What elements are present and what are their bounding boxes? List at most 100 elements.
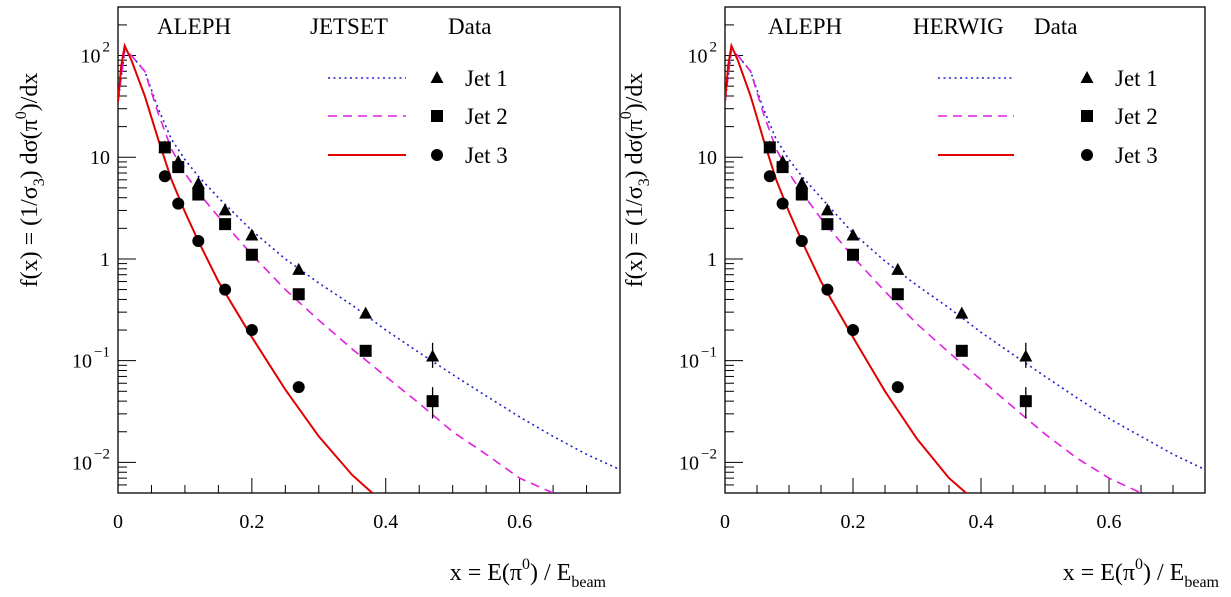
x-title-subscript: beam [571, 574, 606, 591]
jet-2-data-point [821, 218, 834, 231]
jet-3-data-point [219, 283, 232, 296]
jet-3-data-point [763, 170, 776, 183]
plot-frame [117, 6, 621, 494]
data-header-label: Data [1034, 14, 1077, 39]
y-tick-exponent: −1 [701, 345, 717, 361]
y-tick-base: 10 [90, 147, 110, 169]
y-tick-base: 10 [688, 46, 708, 68]
y-title-subscript: 3 [31, 178, 48, 186]
jet-2-data-point [891, 288, 904, 301]
data-header-label: Data [448, 14, 491, 39]
jet-2-data-point [426, 395, 439, 408]
y-tick-exponent: 2 [710, 40, 718, 56]
y-tick-label: 1 [707, 249, 717, 271]
jet-1-data-point [891, 262, 905, 275]
jet-1-data-point [820, 203, 834, 216]
jet-2-data-point [158, 141, 171, 154]
x-title-middle: ) / E [1143, 560, 1184, 586]
y-tick-label: 10 [90, 147, 110, 169]
x-title-superscript: 0 [1135, 556, 1143, 573]
x-tick-label: 0.4 [373, 511, 398, 533]
y-tick-label: 10 2 [81, 40, 111, 68]
y-title-part-b: ) dσ(π [17, 119, 43, 178]
legend-label-jet-2: Jet 2 [465, 104, 508, 129]
y-title-superscript: 0 [13, 111, 30, 119]
jet-3-data-point [172, 197, 185, 210]
y-tick-exponent: −2 [701, 446, 717, 462]
x-title-superscript: 0 [522, 556, 530, 573]
jet-1-data-point [292, 262, 306, 275]
y-title-part-c: )/dx [17, 73, 43, 112]
jet-3-data-point [847, 324, 859, 337]
jet-1-data-point [191, 176, 205, 189]
jet-2-data-point [219, 218, 232, 231]
jet-1-data-point [846, 228, 860, 241]
legend-label-jet-3: Jet 3 [465, 143, 508, 168]
x-title-subscript: beam [1184, 574, 1219, 591]
jet-2-data-point [776, 161, 789, 174]
jet-3-data-point [891, 381, 904, 394]
jet-2-data-point [292, 288, 305, 301]
jet-2-data-point [847, 248, 859, 261]
jet-3-data-point [821, 283, 834, 296]
y-axis-title: f(x) = (1/σ3) dσ(π0)/dx [13, 73, 48, 288]
model-curve-solid [725, 42, 968, 493]
model-curve-dashed [725, 47, 1142, 493]
legend-label-jet-1: Jet 1 [465, 66, 508, 91]
legend-label-jet-2: Jet 2 [1115, 104, 1158, 129]
x-axis-title: x = E(π0) / Ebeam [1063, 556, 1220, 591]
model-curve-dotted [118, 49, 620, 471]
model-curve-solid [118, 42, 373, 493]
y-tick-base: 10 [679, 351, 699, 373]
jet-1-data-point [245, 228, 259, 241]
model-name-label: JETSET [310, 14, 388, 39]
y-tick-base: 1 [707, 249, 717, 271]
x-tick-label: 0.2 [239, 511, 264, 533]
legend-label-jet-3: Jet 3 [1115, 143, 1158, 168]
jet-2-data-point [795, 188, 808, 201]
jet-3-data-point [776, 197, 789, 210]
jet-1-data-point [426, 349, 440, 362]
y-tick-base: 10 [72, 452, 92, 474]
jet-2-data-point [245, 248, 258, 261]
x-tick-label: 0.4 [969, 511, 994, 533]
x-tick-label: 0 [720, 511, 730, 533]
y-tick-label: 10 −2 [679, 446, 717, 474]
x-tick-label: 0.2 [841, 511, 866, 533]
jet-1-data-point [955, 306, 969, 319]
experiment-label: ALEPH [768, 14, 842, 39]
x-title-main: x = E(π [450, 560, 522, 586]
y-tick-label: 1 [100, 249, 110, 271]
x-axis-title: x = E(π0) / Ebeam [450, 556, 607, 591]
jet-1-data-point [359, 306, 373, 319]
jet-2-data-point [192, 188, 205, 201]
jet-1-data-point [1019, 349, 1033, 362]
y-title-part-b: ) dσ(π [622, 119, 648, 178]
jet-3-data-point [158, 170, 171, 183]
x-title-main: x = E(π [1063, 560, 1135, 586]
y-tick-base: 10 [81, 46, 101, 68]
y-title-part-a: f(x) = (1/σ [17, 186, 43, 287]
legend-label-jet-1: Jet 1 [1115, 66, 1158, 91]
legend-marker-jet-2 [431, 110, 443, 122]
y-title-part-c: )/dx [622, 73, 648, 112]
legend-marker-jet-1 [1080, 71, 1094, 83]
y-title-part-a: f(x) = (1/σ [622, 186, 648, 287]
legend-marker-jet-3 [1081, 149, 1093, 161]
jet-3-data-point [292, 381, 305, 394]
y-tick-base: 10 [72, 351, 92, 373]
model-curve-dashed [118, 47, 554, 493]
y-tick-base: 1 [100, 249, 110, 271]
jet-1-data-point [218, 203, 232, 216]
y-title-subscript: 3 [636, 178, 653, 186]
y-tick-label: 10 −1 [72, 345, 110, 373]
model-name-label: HERWIG [913, 14, 1004, 39]
y-tick-label: 10 2 [688, 40, 718, 68]
x-tick-label: 0.6 [1097, 511, 1122, 533]
jet-2-data-point [955, 344, 968, 357]
y-axis-title: f(x) = (1/σ3) dσ(π0)/dx [618, 73, 653, 288]
jet-3-data-point [795, 235, 808, 248]
